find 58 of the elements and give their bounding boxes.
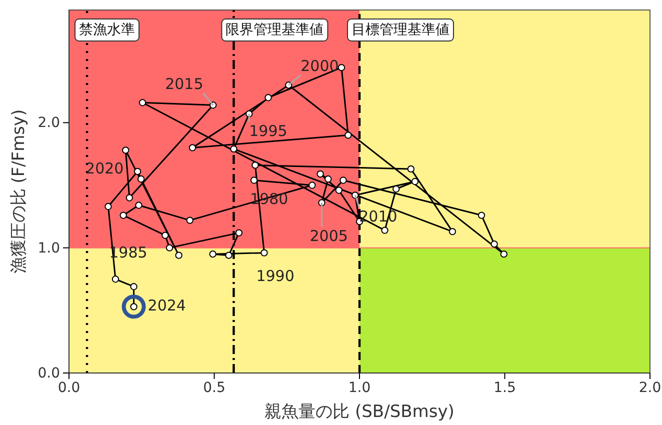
y-tick-label: 1.0	[38, 240, 60, 256]
point	[500, 250, 508, 258]
point	[186, 216, 194, 224]
y-axis-title: 漁獲圧の比 (F/Fmsy)	[9, 109, 29, 274]
point	[260, 249, 268, 256]
point	[316, 170, 324, 178]
point	[134, 168, 142, 176]
point	[104, 202, 112, 210]
annotation: 2005	[310, 226, 348, 245]
point	[130, 283, 138, 290]
x-tick-label: 0.5	[203, 380, 226, 396]
annotation: 2000	[300, 57, 339, 76]
point	[126, 194, 134, 202]
point	[478, 212, 486, 219]
point	[308, 182, 316, 189]
point	[324, 175, 332, 183]
y-tick-label: 0.0	[38, 365, 60, 382]
point	[381, 226, 388, 234]
x-axis-title: 親魚量の比 (SB/SBmsy)	[264, 402, 454, 422]
point	[209, 250, 216, 258]
point	[166, 244, 174, 252]
point	[137, 175, 145, 183]
point	[112, 276, 120, 283]
point	[252, 162, 259, 169]
point	[490, 240, 498, 248]
point	[407, 165, 415, 173]
x-tick-label: 1.5	[494, 380, 516, 396]
y-tick-label: 2.0	[38, 115, 60, 132]
point	[175, 252, 182, 259]
point	[411, 178, 419, 186]
point	[225, 252, 232, 259]
point	[162, 232, 169, 239]
point	[188, 144, 196, 152]
point	[138, 99, 146, 106]
x-tick-label: 2.0	[638, 380, 662, 396]
ref-line-label: 目標管理基準値	[352, 22, 450, 38]
point	[335, 186, 342, 194]
annotation: 2015	[165, 75, 204, 94]
point	[264, 94, 272, 102]
x-tick-label: 0.0	[58, 380, 80, 396]
point	[135, 202, 142, 209]
annotation: 2020	[86, 159, 124, 178]
point	[340, 176, 347, 184]
annotation: 1995	[249, 122, 288, 140]
point	[120, 212, 127, 219]
x-tick-label: 1.0	[348, 380, 371, 396]
annotation: 1990	[256, 266, 294, 285]
point	[338, 64, 346, 72]
point	[392, 185, 400, 193]
point	[448, 228, 456, 236]
point	[122, 146, 130, 154]
point	[250, 176, 258, 184]
annotation: 2024	[148, 296, 186, 315]
ref-line-label: 限界管理基準値	[226, 22, 324, 38]
point	[344, 132, 352, 139]
point	[230, 145, 238, 153]
point	[235, 229, 243, 236]
ref-line-label: 禁漁水準	[79, 22, 136, 38]
